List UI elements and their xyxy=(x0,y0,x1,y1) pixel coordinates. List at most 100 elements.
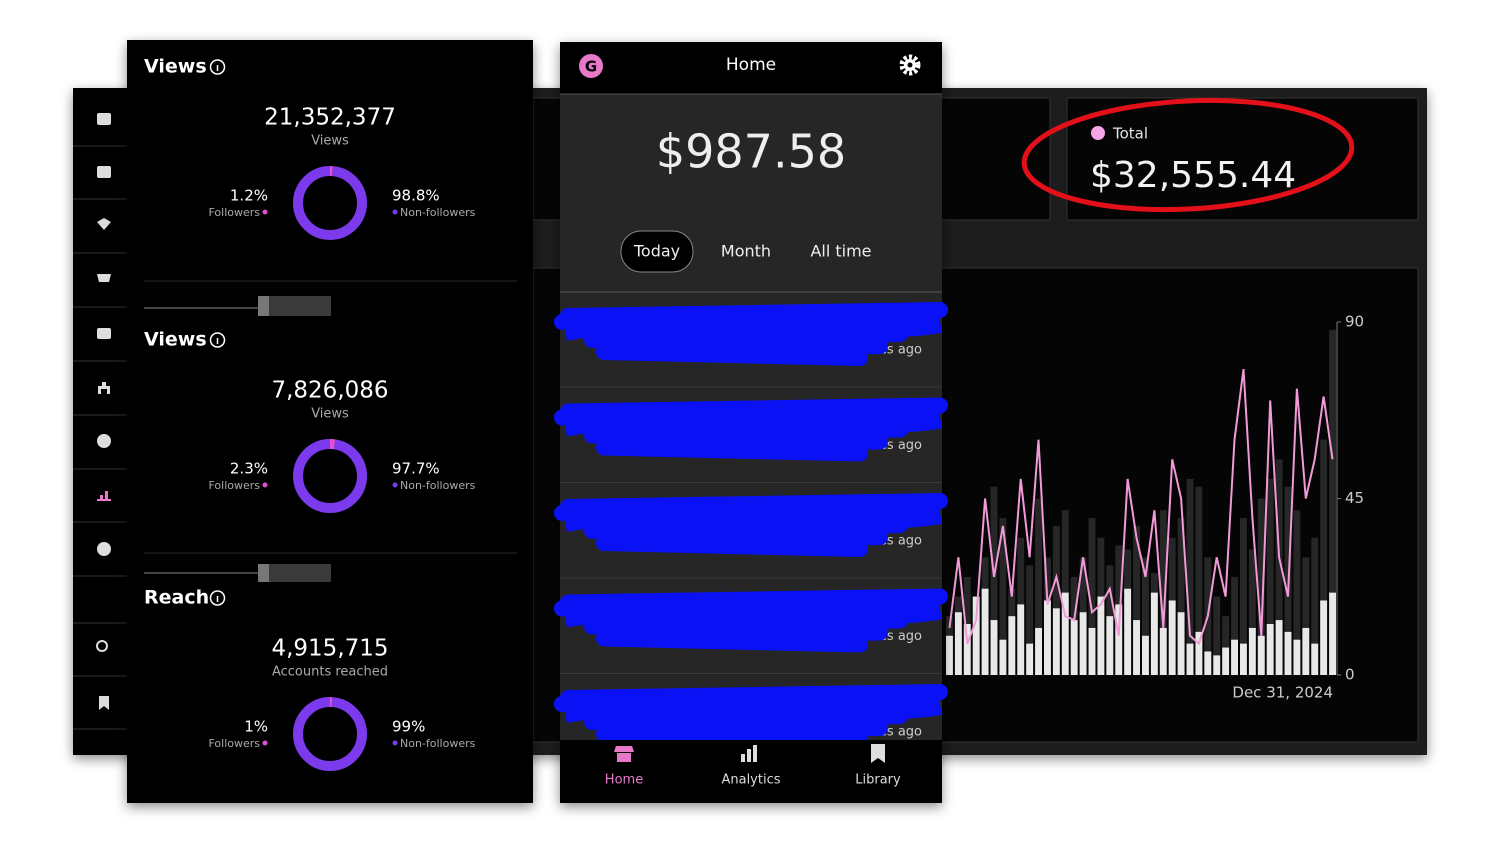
sale-row[interactable]: @gm... 13 minutes ago xyxy=(554,397,948,483)
icon xyxy=(97,491,111,501)
y-tick-label: 0 xyxy=(1345,666,1355,684)
nav-label[interactable]: Analytics xyxy=(721,773,780,788)
non-followers-dot xyxy=(392,209,398,215)
insight-section: Views 21,352,377 Views 1.2%Followers 98.8%No… xyxy=(144,56,476,240)
non-followers-name: Non-followers xyxy=(400,206,476,219)
legend-dot xyxy=(1091,126,1105,140)
bar xyxy=(1159,627,1167,675)
bar xyxy=(1257,635,1265,675)
background-bar xyxy=(1026,565,1034,675)
bar xyxy=(1248,627,1256,675)
chart: 0 45 90 Dec 31, 2024 xyxy=(946,313,1364,702)
background-bar xyxy=(1302,557,1310,675)
nav-icon-home[interactable] xyxy=(614,746,634,762)
slider-thumb xyxy=(258,564,331,582)
followers-dot xyxy=(262,740,268,746)
background-bar xyxy=(990,486,998,675)
insight-sections: Views21,352,377Views1.2%Followers98.8%No… xyxy=(144,56,476,771)
metric-unit: Accounts reached xyxy=(272,665,388,680)
slider-track xyxy=(144,572,259,574)
bar xyxy=(954,612,962,675)
bar xyxy=(1275,620,1283,675)
bar xyxy=(1035,627,1042,675)
metric-unit: Views xyxy=(311,134,349,149)
sale-row[interactable]: @... 14 minutes ago xyxy=(554,588,948,674)
info-icon[interactable] xyxy=(209,590,226,606)
followers-name: Followers xyxy=(208,206,260,219)
insight-section: Views 7,826,086 Views 2.3%Followers 97.7%Non… xyxy=(144,329,476,513)
total-card xyxy=(1066,97,1419,221)
bar xyxy=(1213,655,1221,675)
bar xyxy=(1266,624,1274,675)
bar xyxy=(1320,600,1328,675)
gear-teeth[interactable] xyxy=(899,54,921,76)
background-bar xyxy=(1320,439,1328,675)
line-series xyxy=(948,368,1334,646)
tab-active-pill[interactable] xyxy=(620,230,694,273)
background-bar xyxy=(1035,498,1042,675)
tab[interactable]: Month xyxy=(721,242,771,261)
background-bar xyxy=(1266,478,1274,675)
background-bar xyxy=(1177,518,1185,675)
background-bar xyxy=(1133,525,1140,675)
section-title: Views xyxy=(144,329,207,351)
non-followers-name: Non-followers xyxy=(400,737,476,750)
bar xyxy=(1284,631,1292,675)
background-bar xyxy=(1240,518,1247,675)
nav-icon-analytics[interactable] xyxy=(741,745,757,762)
bar xyxy=(1177,612,1185,675)
info-icon[interactable] xyxy=(209,59,226,75)
app-header xyxy=(560,42,942,94)
nav-labels: Home Analytics Library xyxy=(605,773,901,788)
gear-hole[interactable] xyxy=(907,62,913,68)
sale-row[interactable]: icloud... 11 minutes ago xyxy=(554,493,948,579)
tabs: Today Month All time xyxy=(620,230,872,273)
slider-handle xyxy=(258,296,269,316)
settings-button[interactable] xyxy=(899,54,921,76)
total-label: Total xyxy=(1112,125,1148,143)
insights-bg xyxy=(127,40,533,803)
bar xyxy=(1061,592,1069,675)
sale-row[interactable]: g.gmail.com 9 minutes ago xyxy=(554,302,948,388)
metric-value: 4,915,715 xyxy=(271,636,388,662)
app-panel: G Home $987.58 Today Month All time g.gmai… xyxy=(554,42,948,803)
sales-list: g.gmail.com 9 minutes ago @gm... 13 minutes… xyxy=(554,302,948,770)
followers-dot xyxy=(262,209,268,215)
non-followers-pct: 99% xyxy=(392,718,425,736)
bar xyxy=(1052,608,1060,675)
bar xyxy=(1115,604,1123,675)
nav-icon-library[interactable] xyxy=(871,744,885,763)
tab[interactable]: All time xyxy=(810,242,871,261)
total-value: $32,555.44 xyxy=(1090,155,1296,196)
donut-followers xyxy=(293,439,367,513)
icon xyxy=(96,640,108,652)
metric-value: 7,826,086 xyxy=(271,378,388,404)
icon xyxy=(98,382,110,394)
followers-pct: 1.2% xyxy=(230,187,268,205)
slider-handle xyxy=(258,564,269,582)
bar xyxy=(1231,639,1238,675)
bar xyxy=(1204,651,1212,675)
background-bar xyxy=(1159,510,1167,675)
bar xyxy=(1222,647,1230,675)
sidebar-icons xyxy=(96,113,111,710)
followers-name: Followers xyxy=(208,737,260,750)
tab[interactable]: Today xyxy=(633,242,680,261)
x-axis-label: Dec 31, 2024 xyxy=(1232,684,1333,702)
background-bar xyxy=(1142,557,1149,675)
background-bar xyxy=(1195,486,1203,675)
bar xyxy=(1142,635,1149,675)
nav-label[interactable]: Home xyxy=(605,773,643,788)
bar xyxy=(972,596,980,675)
logo xyxy=(579,54,603,78)
nav-label[interactable]: Library xyxy=(855,773,901,788)
background-bar xyxy=(1248,549,1256,675)
sale-row[interactable]: 15 minutes ago xyxy=(554,684,948,770)
insights-panel: Views21,352,377Views1.2%Followers98.8%No… xyxy=(127,40,533,803)
info-icon[interactable] xyxy=(209,332,226,348)
y-tick-label: 90 xyxy=(1345,313,1364,331)
icon xyxy=(97,274,111,282)
icon xyxy=(97,113,111,125)
background-bar xyxy=(1186,478,1194,675)
bar xyxy=(1079,612,1087,675)
